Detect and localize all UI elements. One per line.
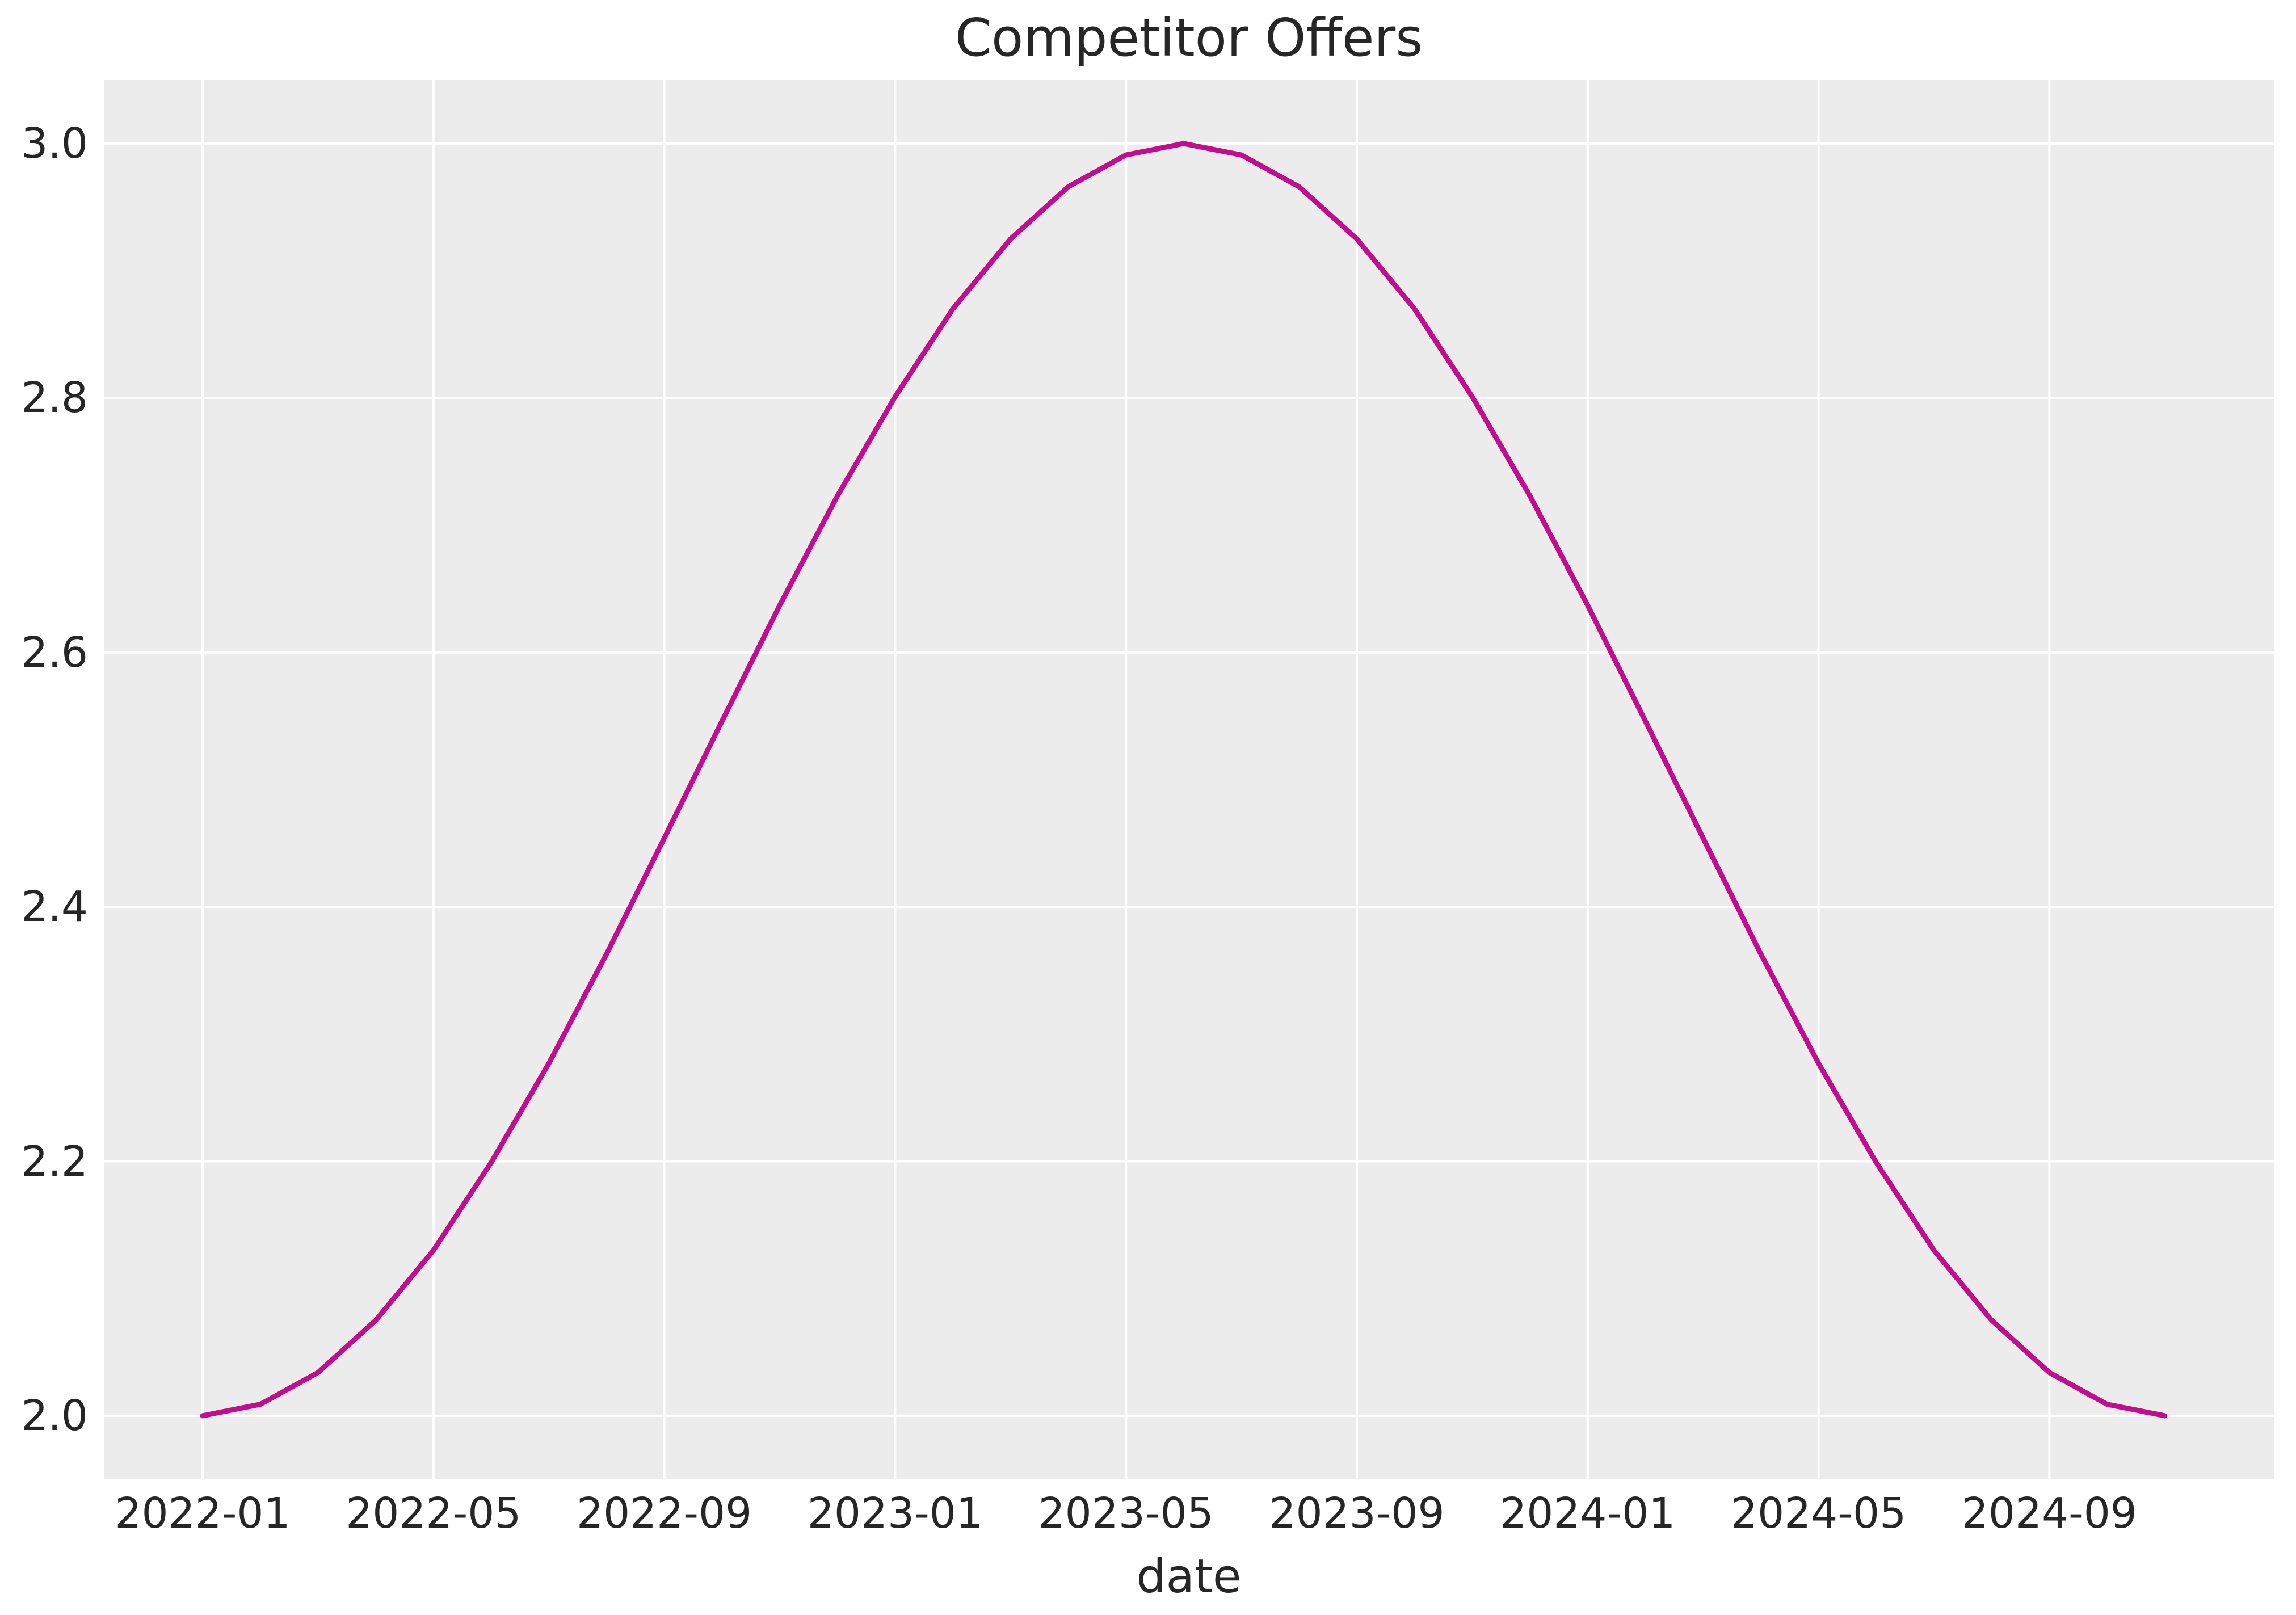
- y-tick-label: 3.0: [21, 119, 88, 168]
- gridlines: [104, 80, 2274, 1479]
- x-tick-label: 2023-01: [807, 1489, 983, 1538]
- x-tick-label: 2022-05: [346, 1489, 522, 1538]
- chart-title: Competitor Offers: [954, 7, 1423, 68]
- x-tick-label: 2023-09: [1269, 1489, 1445, 1538]
- y-tick-label: 2.4: [21, 882, 88, 932]
- x-tick-label: 2024-09: [1961, 1489, 2137, 1538]
- y-tick-label: 2.8: [21, 373, 88, 423]
- plot-area: [104, 80, 2274, 1479]
- series-lines: [200, 141, 2168, 1419]
- plot-canvas: [104, 80, 2274, 1479]
- x-axis-label: date: [1136, 1550, 1242, 1604]
- y-tick-label: 2.2: [21, 1137, 88, 1186]
- x-tick-label: 2022-09: [576, 1489, 752, 1538]
- y-tick-label: 2.6: [21, 628, 88, 677]
- x-tick-label: 2022-01: [115, 1489, 291, 1538]
- y-tick-label: 2.0: [21, 1391, 88, 1440]
- x-tick-label: 2024-01: [1500, 1489, 1676, 1538]
- x-tick-label: 2024-05: [1730, 1489, 1907, 1538]
- competitor-offers-line: [200, 141, 2168, 1419]
- x-tick-label: 2023-05: [1038, 1489, 1214, 1538]
